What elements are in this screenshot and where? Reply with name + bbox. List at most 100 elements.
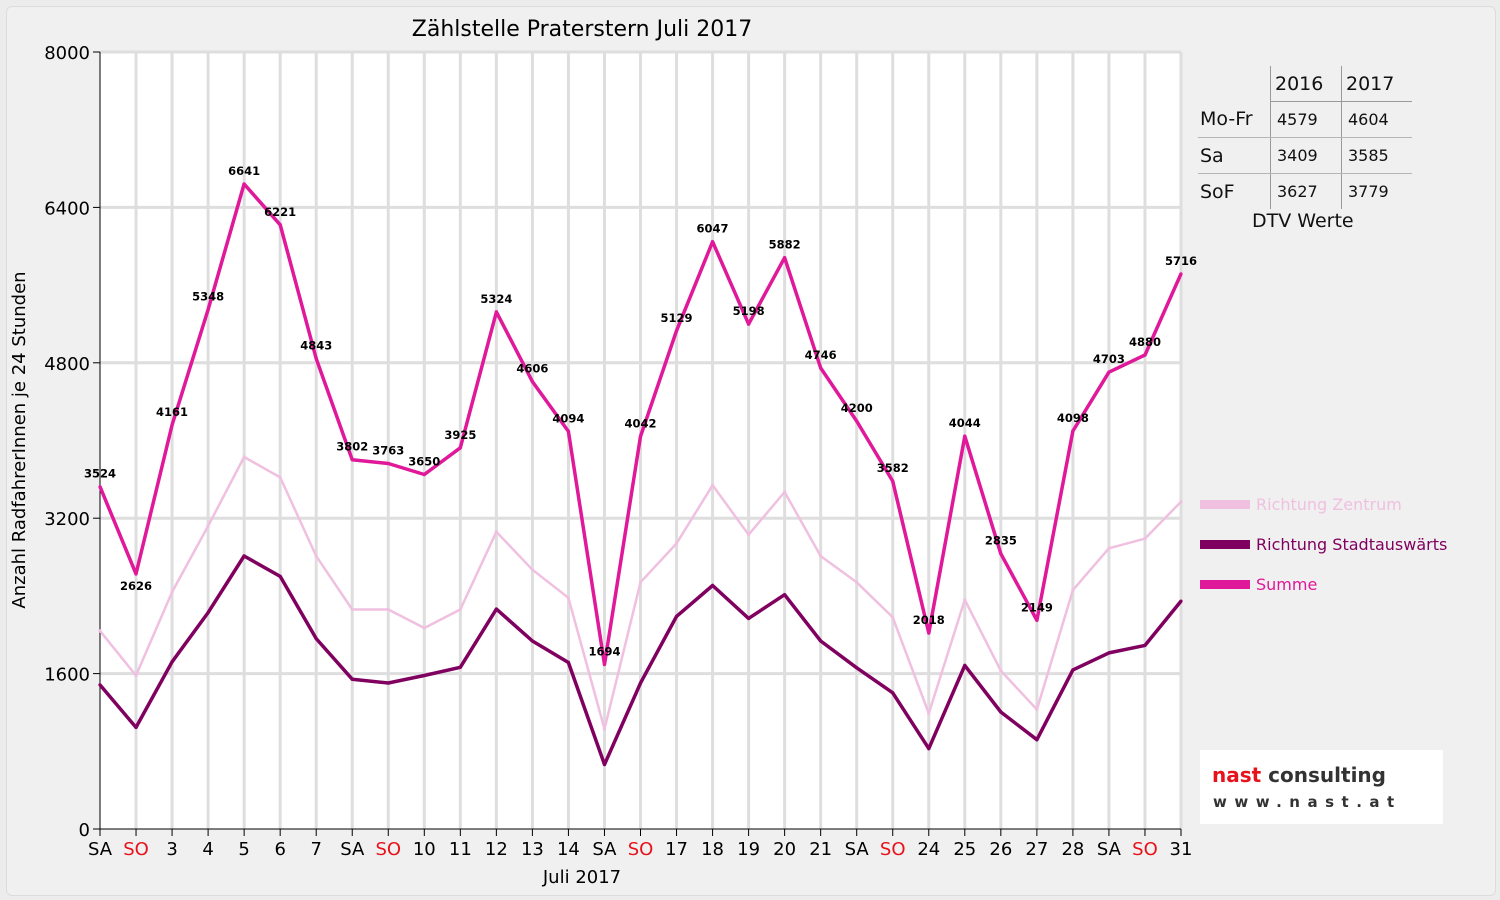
data-point xyxy=(783,490,787,494)
data-point xyxy=(710,583,715,588)
dtv-cell-2017: 3585 xyxy=(1341,137,1412,174)
data-label: 4042 xyxy=(624,416,656,430)
x-tick-label: 27 xyxy=(1025,839,1048,860)
data-label: 4161 xyxy=(156,405,188,419)
data-point xyxy=(530,568,535,572)
data-label: 4044 xyxy=(949,416,981,430)
data-label: 3524 xyxy=(84,467,116,481)
x-tick-label: 3 xyxy=(166,839,177,860)
data-point xyxy=(1071,588,1075,592)
dtv-header-2016: 2016 xyxy=(1270,66,1342,102)
data-point xyxy=(1179,272,1183,276)
logo-name-part2: consulting xyxy=(1268,763,1386,787)
data-point xyxy=(1179,599,1183,603)
data-label: 2626 xyxy=(120,579,152,593)
x-tick-label: 26 xyxy=(989,839,1012,860)
data-point xyxy=(710,483,715,487)
data-point xyxy=(674,614,679,618)
data-label: 6641 xyxy=(228,164,260,178)
data-point xyxy=(278,574,282,578)
data-label: 1694 xyxy=(588,644,620,658)
data-point xyxy=(747,616,751,621)
dtv-cell-2016: 4579 xyxy=(1270,101,1342,138)
data-label: 4094 xyxy=(552,411,584,425)
data-point xyxy=(1143,353,1147,357)
x-tick-label: 4 xyxy=(202,839,213,860)
data-point xyxy=(891,479,895,483)
logo-name-part1: nast xyxy=(1212,763,1262,787)
data-point xyxy=(638,580,643,584)
data-point xyxy=(350,607,354,612)
x-tick-label: 12 xyxy=(485,839,508,860)
data-point xyxy=(819,366,823,370)
dtv-header-empty xyxy=(1198,66,1271,102)
x-axis-label: Juli 2017 xyxy=(542,867,621,888)
x-tick-label: SA xyxy=(845,839,870,860)
data-point xyxy=(242,554,246,558)
dtv-row-mofr: Mo-Fr 4579 4604 xyxy=(1198,101,1412,138)
logo-url: www.nast.at xyxy=(1213,793,1402,811)
x-tick-label: 18 xyxy=(701,839,724,860)
dtv-header-2017: 2017 xyxy=(1341,66,1412,102)
data-label: 6221 xyxy=(264,205,296,219)
data-point xyxy=(783,593,787,597)
x-tick-label: SA xyxy=(592,839,617,860)
x-tick-label: 5 xyxy=(238,839,249,860)
data-point xyxy=(783,256,787,260)
dtv-row-label: SoF xyxy=(1200,180,1235,203)
data-point xyxy=(206,307,210,312)
data-point xyxy=(602,762,607,767)
legend-label: Richtung Stadtauswärts xyxy=(1256,534,1448,554)
logo-name: nast consulting xyxy=(1212,763,1386,787)
data-point xyxy=(134,673,138,678)
data-point xyxy=(422,472,426,477)
x-tick-label: SO xyxy=(1132,839,1158,860)
data-point xyxy=(134,725,138,730)
data-point xyxy=(963,663,967,668)
data-label: 3763 xyxy=(372,444,404,458)
data-point xyxy=(891,691,895,695)
data-point xyxy=(1179,500,1183,504)
dtv-cell-2016: 3409 xyxy=(1270,137,1342,174)
x-tick-label: 19 xyxy=(737,839,760,860)
legend-swatch xyxy=(1200,539,1250,549)
data-point xyxy=(747,322,751,326)
data-label: 6047 xyxy=(697,222,729,236)
legend-label: Richtung Zentrum xyxy=(1256,494,1402,514)
data-point xyxy=(314,357,318,361)
x-tick-label: SA xyxy=(88,839,113,860)
data-point xyxy=(999,710,1003,714)
x-tick-label: 25 xyxy=(953,839,976,860)
legend-item-zentrum: Richtung Zentrum xyxy=(1200,493,1402,515)
data-point xyxy=(927,631,931,635)
data-point xyxy=(458,607,462,612)
x-tick-label: 31 xyxy=(1170,839,1193,860)
data-point xyxy=(170,590,174,594)
data-point xyxy=(602,662,607,667)
legend-item-summe: Summe xyxy=(1200,573,1317,595)
data-point xyxy=(530,639,535,643)
data-point xyxy=(927,711,931,716)
data-point xyxy=(566,660,571,665)
data-point xyxy=(1107,546,1111,550)
data-label: 4098 xyxy=(1057,411,1089,425)
data-point xyxy=(602,727,607,731)
data-point xyxy=(386,461,390,466)
x-tick-label: SA xyxy=(1097,839,1122,860)
data-label: 4843 xyxy=(300,339,332,353)
data-point xyxy=(422,673,426,678)
data-label: 4880 xyxy=(1129,335,1161,349)
y-tick-label: 4800 xyxy=(44,354,90,375)
y-axis-label: Anzahl RadfahrerInnen je 24 Stunden xyxy=(9,271,30,608)
dtv-cell-2016: 3627 xyxy=(1270,173,1342,209)
y-tick-label: 3200 xyxy=(44,509,90,530)
legend-label: Summe xyxy=(1256,574,1318,594)
data-point xyxy=(386,607,390,612)
x-tick-label: 11 xyxy=(449,839,472,860)
data-point xyxy=(422,626,426,630)
data-point xyxy=(855,419,859,423)
dtv-row-sof: SoF 3627 3779 xyxy=(1198,173,1412,209)
data-label: 5129 xyxy=(661,311,693,325)
legend-item-stadtauswaerts: Richtung Stadtauswärts xyxy=(1200,533,1447,555)
